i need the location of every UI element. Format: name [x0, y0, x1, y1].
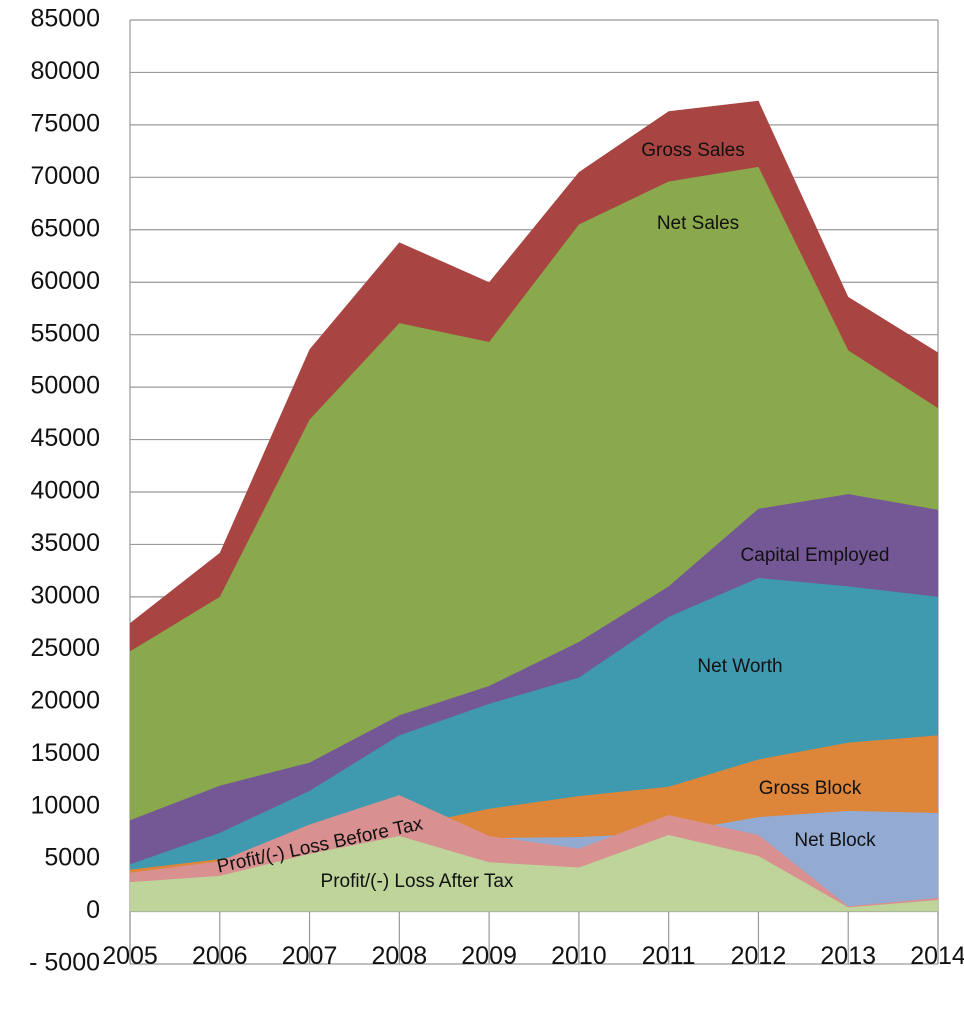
series-label: Gross Sales: [641, 140, 744, 161]
y-tick-label: 50000: [30, 372, 100, 400]
y-tick-label: 35000: [30, 529, 100, 557]
y-tick-label: 65000: [30, 214, 100, 242]
y-tick-label: - 5000: [29, 949, 100, 977]
y-tick-label: 85000: [30, 5, 100, 33]
y-tick-label: 0: [86, 896, 100, 924]
y-tick-label: 45000: [30, 424, 100, 452]
series-label: Profit/(-) Loss After Tax: [321, 871, 514, 892]
area: [130, 834, 938, 912]
x-tick-label: 2009: [461, 942, 517, 970]
x-tick-label: 2008: [372, 942, 428, 970]
y-tick-label: 15000: [30, 739, 100, 767]
series-label: Capital Employed: [741, 545, 890, 566]
y-tick-label: 80000: [30, 57, 100, 85]
series-label: Net Worth: [697, 656, 782, 677]
series-label: Net Sales: [657, 213, 739, 234]
x-tick-label: 2014: [910, 942, 964, 970]
x-tick-label: 2011: [642, 942, 696, 970]
y-tick-label: 25000: [30, 634, 100, 662]
y-tick-label: 20000: [30, 686, 100, 714]
x-tick-label: 2012: [731, 942, 787, 970]
series-label: Gross Block: [759, 778, 862, 799]
x-tick-label: 2010: [551, 942, 607, 970]
y-tick-label: 60000: [30, 267, 100, 295]
y-tick-label: 10000: [30, 791, 100, 819]
y-tick-label: 5000: [44, 844, 100, 872]
x-tick-label: 2006: [192, 942, 248, 970]
x-tick-label: 2013: [820, 942, 876, 970]
y-tick-label: 30000: [30, 581, 100, 609]
x-tick-label: 2007: [282, 942, 338, 970]
y-tick-label: 55000: [30, 319, 100, 347]
x-tick-label: 2005: [102, 942, 158, 970]
series-label: Net Block: [794, 830, 876, 851]
y-tick-label: 70000: [30, 162, 100, 190]
y-tick-label: 40000: [30, 477, 100, 505]
y-tick-label: 75000: [30, 109, 100, 137]
